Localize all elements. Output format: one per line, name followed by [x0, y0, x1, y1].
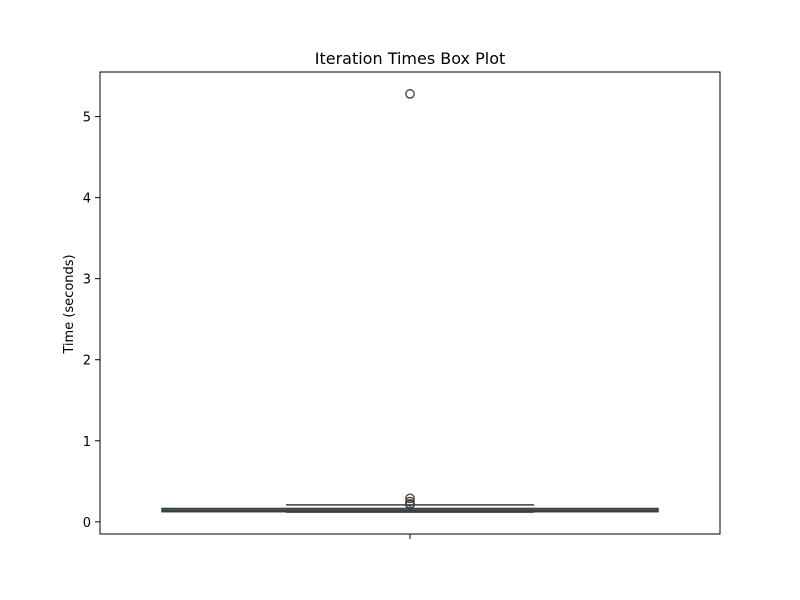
- y-tick-label: 1: [83, 435, 91, 450]
- outlier-point: [405, 493, 415, 504]
- y-axis-label: Time (seconds): [62, 254, 77, 354]
- y-tick-label: 3: [83, 273, 91, 288]
- y-tick-label: 2: [83, 354, 91, 369]
- y-axis-ticks: 0 1 2 3 4 5: [83, 111, 100, 531]
- outlier-points: [405, 89, 415, 510]
- axes-frame: [99, 71, 721, 535]
- chart-title: Iteration Times Box Plot: [315, 49, 506, 68]
- y-tick-label: 4: [83, 192, 91, 207]
- y-tick-label: 5: [83, 111, 91, 126]
- y-tick-label: 0: [83, 516, 91, 531]
- outlier-point: [405, 499, 415, 509]
- outlier-point: [405, 496, 415, 507]
- outlier-point: [405, 89, 415, 99]
